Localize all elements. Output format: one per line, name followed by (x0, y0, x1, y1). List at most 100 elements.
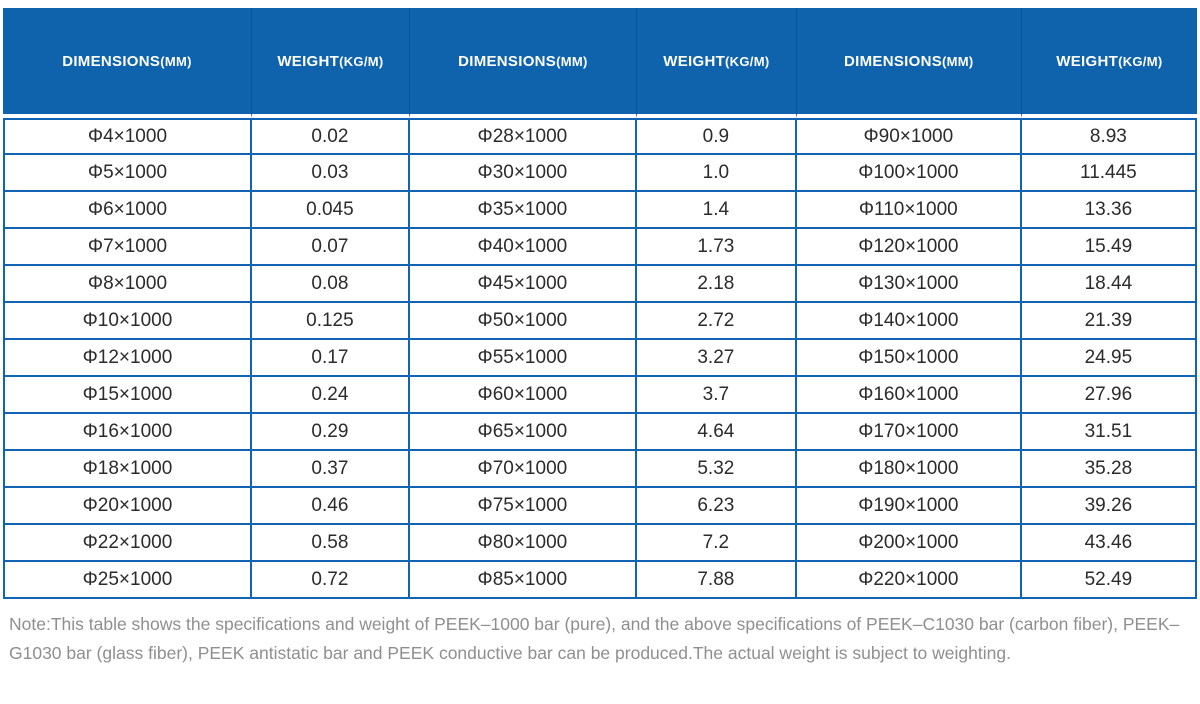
dimension-cell: Φ60×1000 (409, 377, 637, 414)
weight-cell: 0.03 (251, 155, 410, 192)
dimension-cell: Φ150×1000 (796, 340, 1022, 377)
page: DIMENSIONS(MM) WEIGHT(KG/M) DIMENSIONS(M… (0, 8, 1200, 704)
weight-cell: 43.46 (1021, 525, 1197, 562)
table-row: Φ20×1000 0.46 Φ75×1000 6.23 Φ190×1000 39.26 (3, 488, 1197, 525)
dimension-cell: Φ50×1000 (409, 303, 637, 340)
weight-cell: 0.9 (636, 118, 797, 155)
dimension-cell: Φ190×1000 (796, 488, 1022, 525)
weight-cell: 0.17 (251, 340, 410, 377)
table-row: Φ15×1000 0.24 Φ60×1000 3.7 Φ160×1000 27.96 (3, 377, 1197, 414)
header-label: DIMENSIONS (844, 52, 943, 70)
dimension-cell: Φ35×1000 (409, 192, 637, 229)
spec-table-body: Φ4×1000 0.02 Φ28×1000 0.9 Φ90×1000 8.93 Φ5×100… (3, 118, 1197, 599)
dimension-cell: Φ25×1000 (3, 562, 252, 599)
dimension-cell: Φ15×1000 (3, 377, 252, 414)
dimension-cell: Φ5×1000 (3, 155, 252, 192)
weight-cell: 7.2 (636, 525, 797, 562)
table-row: Φ8×1000 0.08 Φ45×1000 2.18 Φ130×1000 18.44 (3, 266, 1197, 303)
header-label: DIMENSIONS (62, 52, 161, 70)
dimension-cell: Φ20×1000 (3, 488, 252, 525)
weight-cell: 0.07 (251, 229, 410, 266)
dimension-cell: Φ6×1000 (3, 192, 252, 229)
table-row: Φ7×1000 0.07 Φ40×1000 1.73 Φ120×1000 15.49 (3, 229, 1197, 266)
header-cell-weight-3: WEIGHT(KG/M) (1021, 8, 1197, 118)
weight-cell: 0.58 (251, 525, 410, 562)
header-unit: (MM) (942, 53, 974, 69)
dimension-cell: Φ110×1000 (796, 192, 1022, 229)
header-label: WEIGHT (1056, 52, 1119, 70)
dimension-cell: Φ90×1000 (796, 118, 1022, 155)
table-row: Φ22×1000 0.58 Φ80×1000 7.2 Φ200×1000 43.46 (3, 525, 1197, 562)
weight-cell: 0.37 (251, 451, 410, 488)
dimension-cell: Φ45×1000 (409, 266, 637, 303)
header-label: WEIGHT (277, 52, 340, 70)
weight-cell: 1.4 (636, 192, 797, 229)
weight-cell: 2.18 (636, 266, 797, 303)
spec-table: DIMENSIONS(MM) WEIGHT(KG/M) DIMENSIONS(M… (3, 8, 1197, 599)
dimension-cell: Φ40×1000 (409, 229, 637, 266)
dimension-cell: Φ160×1000 (796, 377, 1022, 414)
header-unit: (MM) (556, 53, 588, 69)
table-row: Φ25×1000 0.72 Φ85×1000 7.88 Φ220×1000 52.49 (3, 562, 1197, 599)
dimension-cell: Φ85×1000 (409, 562, 637, 599)
dimension-cell: Φ12×1000 (3, 340, 252, 377)
weight-cell: 0.02 (251, 118, 410, 155)
table-row: Φ4×1000 0.02 Φ28×1000 0.9 Φ90×1000 8.93 (3, 118, 1197, 155)
weight-cell: 18.44 (1021, 266, 1197, 303)
dimension-cell: Φ8×1000 (3, 266, 252, 303)
weight-cell: 0.29 (251, 414, 410, 451)
header-cell-weight-2: WEIGHT(KG/M) (636, 8, 797, 118)
weight-cell: 11.445 (1021, 155, 1197, 192)
dimension-cell: Φ28×1000 (409, 118, 637, 155)
dimension-cell: Φ10×1000 (3, 303, 252, 340)
dimension-cell: Φ200×1000 (796, 525, 1022, 562)
weight-cell: 2.72 (636, 303, 797, 340)
dimension-cell: Φ4×1000 (3, 118, 252, 155)
weight-cell: 0.08 (251, 266, 410, 303)
header-unit: (KG/M) (725, 53, 770, 69)
header-cell-dimensions-3: DIMENSIONS(MM) (796, 8, 1022, 118)
weight-cell: 3.27 (636, 340, 797, 377)
header-unit: (KG/M) (1118, 53, 1163, 69)
dimension-cell: Φ75×1000 (409, 488, 637, 525)
weight-cell: 0.125 (251, 303, 410, 340)
weight-cell: 0.46 (251, 488, 410, 525)
dimension-cell: Φ140×1000 (796, 303, 1022, 340)
table-row: Φ5×1000 0.03 Φ30×1000 1.0 Φ100×1000 11.445 (3, 155, 1197, 192)
header-unit: (MM) (160, 53, 192, 69)
table-row: Φ18×1000 0.37 Φ70×1000 5.32 Φ180×1000 35.28 (3, 451, 1197, 488)
weight-cell: 0.24 (251, 377, 410, 414)
weight-cell: 39.26 (1021, 488, 1197, 525)
dimension-cell: Φ65×1000 (409, 414, 637, 451)
weight-cell: 27.96 (1021, 377, 1197, 414)
weight-cell: 5.32 (636, 451, 797, 488)
weight-cell: 21.39 (1021, 303, 1197, 340)
weight-cell: 3.7 (636, 377, 797, 414)
weight-cell: 35.28 (1021, 451, 1197, 488)
weight-cell: 8.93 (1021, 118, 1197, 155)
weight-cell: 6.23 (636, 488, 797, 525)
table-row: Φ6×1000 0.045 Φ35×1000 1.4 Φ110×1000 13.36 (3, 192, 1197, 229)
header-cell-weight-1: WEIGHT(KG/M) (251, 8, 410, 118)
dimension-cell: Φ130×1000 (796, 266, 1022, 303)
dimension-cell: Φ120×1000 (796, 229, 1022, 266)
dimension-cell: Φ30×1000 (409, 155, 637, 192)
dimension-cell: Φ80×1000 (409, 525, 637, 562)
weight-cell: 4.64 (636, 414, 797, 451)
dimension-cell: Φ18×1000 (3, 451, 252, 488)
weight-cell: 31.51 (1021, 414, 1197, 451)
weight-cell: 24.95 (1021, 340, 1197, 377)
dimension-cell: Φ55×1000 (409, 340, 637, 377)
weight-cell: 15.49 (1021, 229, 1197, 266)
table-row: Φ10×1000 0.125 Φ50×1000 2.72 Φ140×1000 21.39 (3, 303, 1197, 340)
dimension-cell: Φ170×1000 (796, 414, 1022, 451)
header-unit: (KG/M) (339, 53, 384, 69)
table-row: Φ16×1000 0.29 Φ65×1000 4.64 Φ170×1000 31.51 (3, 414, 1197, 451)
table-note: Note:This table shows the specifications… (9, 614, 1180, 663)
header-cell-dimensions-2: DIMENSIONS(MM) (409, 8, 637, 118)
header-cell-dimensions-1: DIMENSIONS(MM) (3, 8, 252, 118)
dimension-cell: Φ7×1000 (3, 229, 252, 266)
weight-cell: 1.0 (636, 155, 797, 192)
dimension-cell: Φ100×1000 (796, 155, 1022, 192)
dimension-cell: Φ220×1000 (796, 562, 1022, 599)
